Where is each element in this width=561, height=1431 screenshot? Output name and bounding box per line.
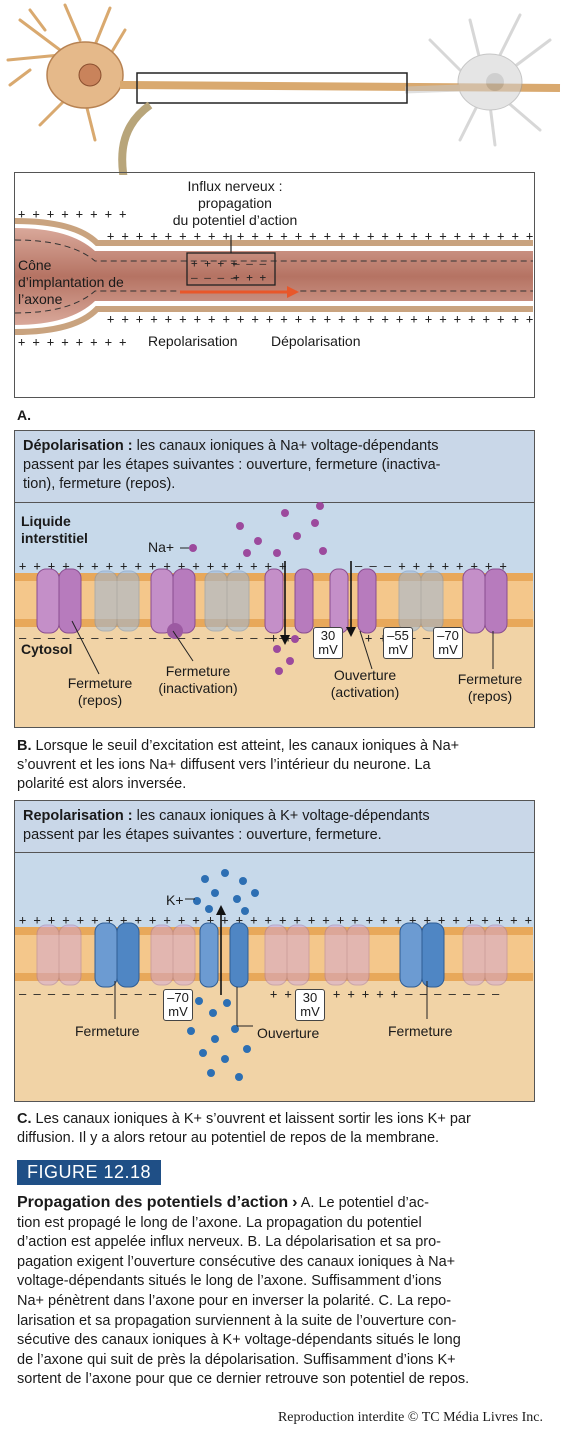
neuron-right-faded — [404, 13, 552, 147]
mv-30-box: 30 mV — [313, 627, 343, 659]
neuron-illustration — [6, 3, 561, 175]
na-channel-faded-1 — [36, 924, 82, 986]
membrane-k: + + + + + + + + + + + + + + + + + + + + … — [15, 869, 533, 1081]
svg-text:– – – – – – – – – – – –: – – – – – – – – – – – – — [19, 987, 186, 1001]
mv-70-box: –70 mV — [433, 627, 463, 659]
axon-diagram: + + + + + + + + + + + + + + + + + + + + … — [15, 207, 533, 349]
ouverture-label: Ouverture — [257, 1025, 320, 1041]
panel-a: + + + + + + + + + + + + + + + + + + + + … — [14, 172, 535, 398]
na-ions — [189, 502, 327, 675]
svg-text:+ + + + + + + +: + + + + + + + + — [18, 207, 126, 221]
ouverture-activation-label: Ouverture (activation) — [330, 667, 400, 700]
figure-title: Propagation des potentiels d’action — [17, 1194, 289, 1211]
caption-b: B. Lorsque le seuil d’excitation est att… — [17, 738, 460, 792]
repolarisation-label: Repolarisation — [148, 333, 238, 349]
influx-title: Influx nerveux : propagation du potentie… — [172, 178, 298, 228]
na-channel-faded-4 — [462, 924, 508, 986]
svg-text:– – –: – – – — [233, 257, 266, 270]
figure-badge: FIGURE 12.18 — [17, 1160, 162, 1185]
membrane-na: + + + + + + + + + + + + + + + + + + + – … — [15, 502, 533, 675]
svg-text:+ + + + + + + + + + + + + + +: + + + + + + + + + + + + + + + + + + + — [19, 559, 286, 573]
panel-b-header: Dépolarisation : les canaux ioniques à N… — [15, 431, 534, 503]
axon-body — [15, 228, 533, 325]
k-channel-faded-3 — [398, 570, 444, 632]
svg-text:+ + +: + + + — [233, 271, 266, 284]
copyright: Reproduction interdite © TC Média Livres… — [277, 1410, 543, 1425]
figure-arrow: › — [292, 1194, 298, 1211]
na-channel-closed-right — [462, 568, 508, 634]
na-channel-faded-3 — [264, 924, 370, 986]
k-channel-faded-1 — [94, 570, 140, 632]
na-channel-inactivated — [150, 568, 196, 639]
svg-text:– – – – – – – – – – – – – – –: – – – – – – – – – – – – – – – – – – – – — [19, 631, 302, 645]
svg-text:+ + + + + – – – – – – –: + + + + + – – – – – – – — [333, 987, 500, 1001]
svg-text:+ +: + + — [270, 987, 292, 1001]
b-pointers — [71, 547, 494, 675]
panel-a-letter: A. — [17, 407, 31, 423]
panel-b: Dépolarisation : les canaux ioniques à N… — [14, 430, 535, 728]
mv-30-box-c: 30 mV — [295, 989, 325, 1021]
k-channel-closed-right — [399, 922, 445, 988]
fermeture-left-label: Fermeture — [75, 1023, 140, 1039]
zoom-rectangle — [136, 72, 408, 104]
svg-text:+ + + + + + + + + + + + + + +: + + + + + + + + + + + + + + + + + + + + … — [19, 913, 533, 927]
depolarisation-label: Dépolarisation — [271, 333, 361, 349]
k-channel-faded-2 — [204, 570, 250, 632]
mv-55-box: –55 mV — [383, 627, 413, 659]
na-channel-closed-left — [36, 568, 82, 634]
k-ions — [187, 869, 259, 1081]
svg-text:– – – –: – – – – — [191, 271, 238, 284]
na-ion-label: Na+ — [148, 539, 175, 555]
na-channel-faded-2 — [150, 924, 196, 986]
cytosol-label: Cytosol — [21, 641, 73, 657]
mv-70-box-c: –70 mV — [163, 989, 193, 1021]
k-channel-open — [199, 905, 249, 995]
cone-label: Cône d’implantation de l’axone — [18, 257, 124, 307]
svg-text:+ + + +: + + + + — [191, 257, 238, 270]
caption-c: C. Les canaux ioniques à K+ s’ouvrent et… — [17, 1111, 471, 1146]
c-pointers — [114, 898, 428, 1027]
na-channel-open — [264, 561, 314, 645]
svg-text:+ + + + + + + + + + + + + + +: + + + + + + + + + + + + + + + + + + + + … — [107, 229, 533, 243]
panel-c: Repolarisation : les canaux ioniques à K… — [14, 800, 535, 1102]
fermeture-inactivation-label: Fermeture (inactivation) — [158, 663, 238, 696]
zoom-arrow — [118, 101, 153, 175]
svg-text:+ + + + + + + +: + + + + + + + + — [18, 335, 126, 349]
figure-caption: Propagation des potentiels d’action › A.… — [17, 1194, 470, 1388]
k-ion-label: K+ — [166, 892, 184, 908]
panel-c-header: Repolarisation : les canaux ioniques à K… — [15, 801, 534, 853]
fermeture-repos-left-label: Fermeture (repos) — [67, 675, 133, 708]
na-channel-activation — [329, 561, 377, 637]
figure-first-line-tail: A. Le potentiel d’ac- — [300, 1195, 429, 1211]
fermeture-right-label: Fermeture — [388, 1023, 453, 1039]
liquide-label: Liquide interstitiel — [21, 513, 88, 546]
k-channel-closed-left — [94, 922, 140, 988]
fermeture-repos-right-label: Fermeture (repos) — [457, 671, 523, 704]
svg-text:+ + + + + + + + + + + + + + +: + + + + + + + + + + + + + + + + + + + + … — [107, 312, 533, 326]
